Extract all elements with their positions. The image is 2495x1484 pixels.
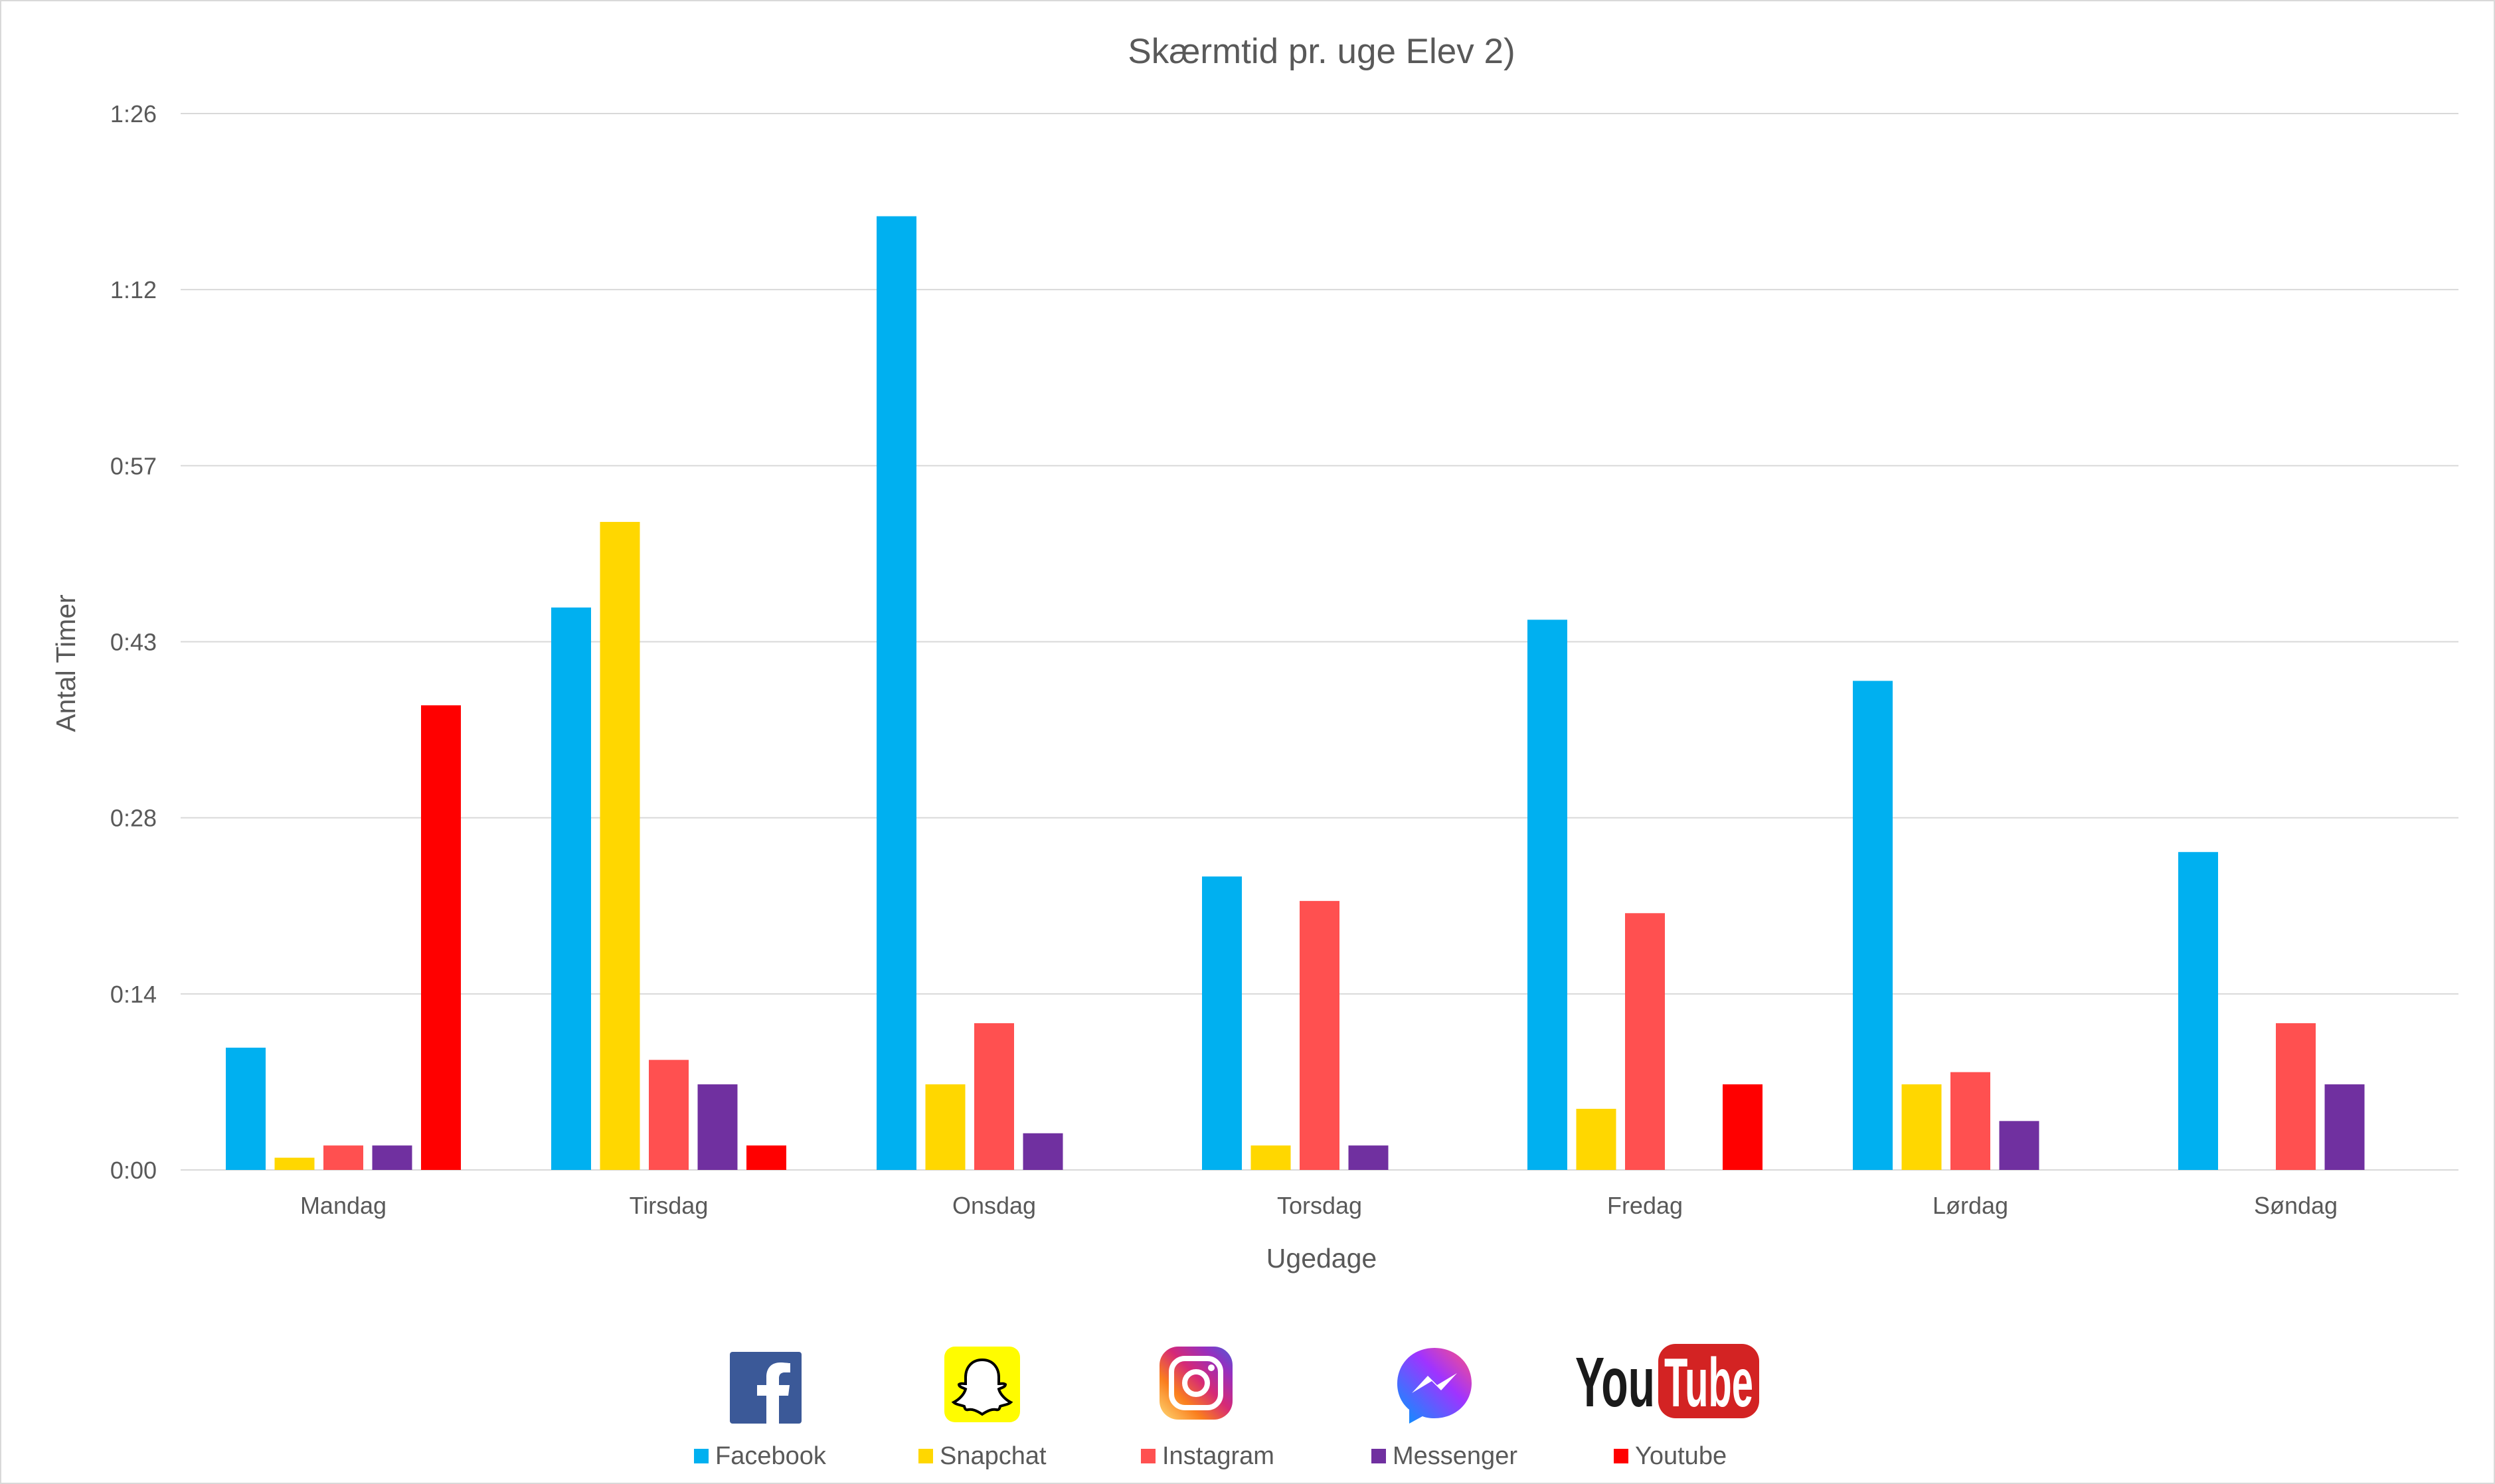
bar-snapchat (600, 522, 640, 1170)
legend-label: Messenger (1393, 1442, 1517, 1470)
legend-swatch (1614, 1449, 1628, 1463)
bar-youtube (421, 705, 461, 1170)
instagram-icon (1160, 1347, 1233, 1420)
y-axis-ticks: 0:00 0:14 0:28 0:43 0:57 1:12 1:26 (110, 100, 157, 1184)
legend-label: Snapchat (940, 1442, 1047, 1470)
y-tick-label: 0:28 (110, 805, 157, 832)
y-tick-label: 1:12 (110, 276, 157, 303)
bar-facebook (877, 216, 916, 1170)
bar-youtube (1723, 1084, 1763, 1170)
bar-messenger (372, 1145, 412, 1170)
bar-snapchat (1250, 1145, 1291, 1170)
legend-item-snapchat: Snapchat (918, 1442, 1047, 1470)
bar-facebook (1202, 876, 1242, 1170)
legend-item-youtube: Youtube (1614, 1442, 1727, 1470)
bar-snapchat (1576, 1108, 1616, 1170)
legend-swatch (1141, 1449, 1156, 1463)
youtube-icon: You Tube (1575, 1343, 1759, 1422)
legend-item-messenger: Messenger (1371, 1442, 1517, 1470)
bar-facebook (1527, 619, 1567, 1170)
bar-instagram (1950, 1072, 1990, 1170)
legend: Facebook Snapchat Instagram Messenger Youtub… (694, 1442, 1727, 1470)
youtube-logo-tube: Tube (1664, 1345, 1753, 1422)
bar-snapchat (925, 1084, 966, 1170)
y-tick-label: 0:14 (110, 981, 157, 1008)
bar-instagram (649, 1060, 689, 1170)
bar-messenger (1348, 1145, 1389, 1170)
legend-swatch (694, 1449, 709, 1463)
y-tick-label: 0:57 (110, 452, 157, 479)
bars (226, 216, 2365, 1170)
x-axis-title: Ugedage (1266, 1243, 1377, 1274)
x-tick-label: Lørdag (1933, 1192, 2008, 1219)
y-tick-label: 0:00 (110, 1157, 157, 1184)
bar-messenger (697, 1084, 738, 1170)
bar-instagram (1300, 900, 1339, 1170)
bar-instagram (323, 1145, 363, 1170)
x-axis-ticks: Mandag Tirsdag Onsdag Torsdag Fredag Lørdag Sø… (300, 1192, 2338, 1219)
y-tick-label: 1:26 (110, 100, 157, 127)
x-tick-label: Tirsdag (630, 1192, 709, 1219)
bar-instagram (2276, 1023, 2316, 1170)
bar-facebook (226, 1047, 266, 1170)
legend-swatch (1371, 1449, 1386, 1463)
bar-youtube (746, 1145, 786, 1170)
x-tick-label: Mandag (300, 1192, 387, 1219)
legend-item-instagram: Instagram (1141, 1442, 1274, 1470)
y-tick-label: 0:43 (110, 629, 157, 656)
bar-facebook (2178, 852, 2218, 1170)
x-tick-label: Søndag (2254, 1192, 2338, 1219)
bar-facebook (551, 607, 591, 1170)
y-axis-title: Antal Timer (50, 594, 81, 732)
bar-messenger (1999, 1121, 2039, 1170)
messenger-icon (1397, 1348, 1472, 1424)
legend-label: Facebook (715, 1442, 827, 1470)
bar-instagram (1625, 913, 1665, 1170)
legend-swatch (918, 1449, 933, 1463)
chart-title: Skærmtid pr. uge Elev 2) (1128, 32, 1515, 71)
legend-label: Instagram (1162, 1442, 1274, 1470)
youtube-logo-you: You (1575, 1343, 1655, 1422)
legend-label: Youtube (1635, 1442, 1727, 1470)
bar-facebook (1853, 681, 1893, 1170)
x-tick-label: Onsdag (952, 1192, 1036, 1219)
bar-snapchat (1901, 1084, 1942, 1170)
bar-messenger (2324, 1084, 2365, 1170)
x-tick-label: Torsdag (1277, 1192, 1362, 1219)
x-tick-label: Fredag (1607, 1192, 1683, 1219)
facebook-icon (730, 1352, 802, 1424)
legend-item-facebook: Facebook (694, 1442, 827, 1470)
bar-instagram (974, 1023, 1014, 1170)
snapchat-icon (944, 1347, 1020, 1422)
bar-snapchat (274, 1157, 315, 1170)
bar-messenger (1023, 1133, 1063, 1170)
